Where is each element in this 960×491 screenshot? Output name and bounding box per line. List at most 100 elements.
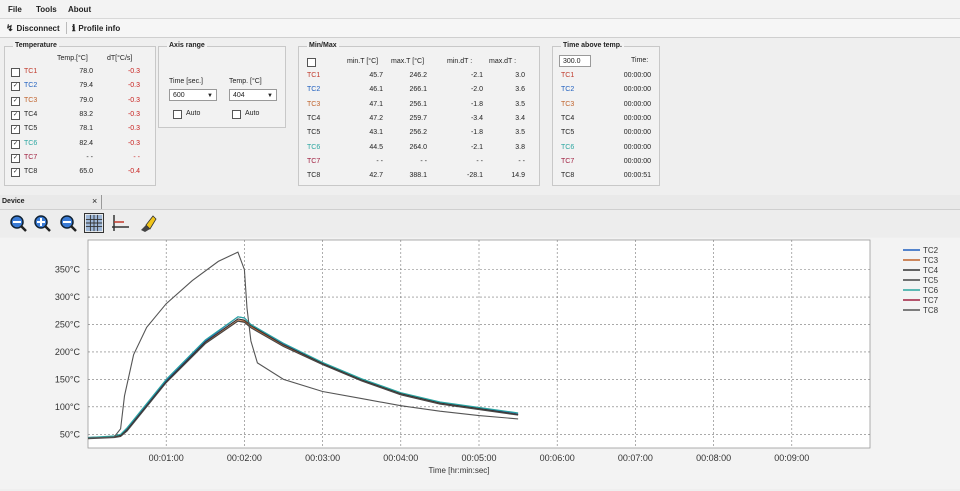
tc-checkbox[interactable]: ✓ [11, 125, 20, 135]
tc-name: TC5 [24, 125, 38, 133]
time-above-value: 00:00:51 [623, 172, 651, 180]
tc-checkbox[interactable]: ✓ [11, 82, 20, 92]
x-tick-label: 00:08:00 [696, 453, 731, 463]
device-tab-bar: Device × [0, 195, 960, 210]
col-dt-header: dT[°C/s] [107, 55, 133, 62]
tc-dt: -0.3 [127, 96, 140, 104]
disconnect-button[interactable]: ↯ Disconnect [6, 23, 60, 34]
time-above-tc-name: TC7 [561, 157, 575, 165]
minmax-value: - - [420, 157, 427, 165]
tc-checkbox[interactable] [11, 68, 20, 77]
time-axis-label: Time [sec.] [169, 78, 203, 85]
time-range-select[interactable]: 600 ▼ [169, 89, 217, 101]
minmax-value: -2.1 [470, 143, 483, 151]
minmax-tc-name: TC8 [307, 172, 321, 180]
grid-toggle-icon[interactable] [84, 213, 104, 233]
menu-about[interactable]: About [68, 5, 92, 14]
minmax-value: 46.1 [369, 86, 383, 94]
temp-range-select[interactable]: 404 ▼ [229, 89, 277, 101]
minmax-select-all-checkbox[interactable] [307, 58, 316, 67]
tc-checkbox[interactable]: ✓ [11, 168, 20, 178]
minmax-panel: Min/Max min.T [°C] max.T [°C] min.dT : max.… [298, 42, 540, 186]
minmax-value: 256.2 [409, 129, 427, 137]
minmax-value: 42.7 [369, 172, 383, 180]
chevron-down-icon: ▼ [267, 93, 273, 99]
marker-icon[interactable] [138, 213, 158, 233]
legend-label: TC3 [923, 256, 939, 265]
zoom-out-icon[interactable] [58, 213, 78, 233]
minmax-header: min.T [°C] [347, 58, 379, 65]
y-tick-label: 300°C [55, 292, 81, 302]
minmax-tc-name: TC7 [307, 157, 321, 165]
minmax-value: 388.1 [409, 172, 427, 180]
minmax-header: max.dT : [489, 58, 517, 65]
minmax-value: 43.1 [369, 129, 383, 137]
tc-checkbox[interactable]: ✓ [11, 96, 20, 106]
cursor-cross-icon[interactable] [110, 213, 130, 233]
time-above-value: 00:00:00 [623, 129, 651, 137]
time-above-tc-name: TC6 [561, 143, 575, 151]
tc-temp: 78.1 [79, 125, 93, 133]
legend-label: TC2 [923, 246, 939, 255]
tc-checkbox[interactable]: ✓ [11, 110, 20, 120]
time-above-tc-name: TC1 [561, 72, 575, 79]
minmax-value: -28.1 [467, 172, 483, 180]
tc-temp: 65.0 [79, 168, 93, 176]
minmax-tc-name: TC4 [307, 114, 321, 122]
time-above-temp-input[interactable]: 300.0 [559, 55, 591, 67]
tc-temp: 83.2 [79, 110, 93, 118]
axis-range-panel: Axis range Time [sec.] Temp. [°C] 600 ▼ … [158, 42, 286, 128]
time-above-tc-name: TC4 [561, 114, 575, 122]
minmax-value: 3.0 [515, 72, 525, 79]
auto-time-checkbox[interactable] [173, 110, 182, 119]
y-tick-label: 350°C [55, 265, 81, 275]
tc-name: TC1 [24, 68, 38, 75]
tc-checkbox[interactable]: ✓ [11, 153, 20, 163]
temperature-chart[interactable]: 00:01:00 00:02:00 00:03:00 00:04:00 00:05:00… [0, 238, 960, 489]
tc-dt: -0.3 [127, 82, 140, 90]
minmax-tc-name: TC5 [307, 129, 321, 137]
x-tick-label: 00:01:00 [149, 453, 184, 463]
tc-temp: 79.0 [79, 96, 93, 104]
disconnect-icon: ↯ [6, 23, 14, 33]
minmax-value: 259.7 [409, 114, 427, 122]
tc-temp: - - [86, 153, 93, 161]
auto-temp-checkbox[interactable] [232, 110, 241, 119]
close-tab-button[interactable]: × [92, 196, 98, 206]
temperature-panel: Temperature Temp.[°C] dT[°C/s] TC1 78.0 … [4, 42, 156, 186]
y-tick-label: 100°C [55, 402, 81, 412]
x-tick-label: 00:06:00 [540, 453, 575, 463]
minmax-value: -1.8 [470, 100, 483, 108]
axis-range-title: Axis range [167, 42, 207, 49]
profile-info-button[interactable]: ℹ Profile info [72, 23, 120, 34]
x-tick-label: 00:09:00 [774, 453, 809, 463]
device-tab[interactable]: Device [2, 198, 25, 205]
time-above-value: 00:00:00 [623, 100, 651, 108]
zoom-in-icon[interactable] [32, 213, 52, 233]
auto-time-label: Auto [186, 110, 201, 117]
zoom-fit-icon[interactable] [8, 213, 28, 233]
legend-label: TC7 [923, 296, 939, 305]
time-header: Time: [631, 57, 649, 64]
minmax-value: 3.8 [515, 143, 525, 151]
minmax-value: -2.0 [470, 86, 483, 94]
tc-checkbox[interactable]: ✓ [11, 139, 20, 149]
tc-temp: 78.0 [79, 68, 93, 75]
menu-tools[interactable]: Tools [36, 5, 57, 14]
time-above-title: Time above temp. [561, 42, 625, 49]
minmax-value: 246.2 [409, 72, 427, 79]
time-range-value: 600 [173, 92, 185, 99]
y-tick-label: 250°C [55, 320, 81, 330]
series-line-tc5 [87, 320, 519, 440]
time-above-value: 00:00:00 [623, 114, 651, 122]
minmax-value: - - [518, 157, 525, 165]
menu-file[interactable]: File [8, 5, 22, 14]
minmax-value: -2.1 [470, 72, 483, 79]
minmax-value: 45.7 [369, 72, 383, 79]
x-axis-label: Time [hr:min:sec] [428, 466, 489, 475]
col-temp-header: Temp.[°C] [57, 55, 88, 62]
tc-dt: -0.3 [127, 110, 140, 118]
tc-dt: -0.3 [127, 139, 140, 147]
minmax-tc-name: TC2 [307, 86, 321, 94]
minmax-value: 256.1 [409, 100, 427, 108]
